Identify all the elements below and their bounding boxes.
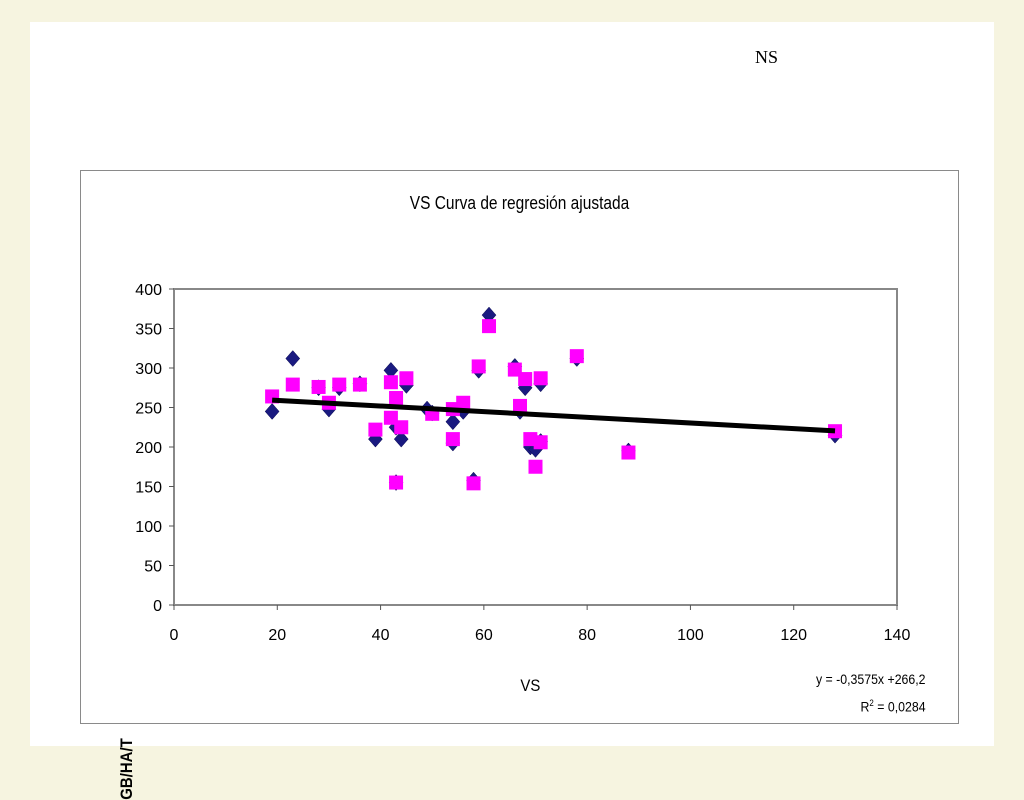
data-point-square — [828, 424, 843, 439]
data-point-diamond — [445, 413, 461, 431]
r-squared-exponent: 2 — [869, 698, 875, 708]
data-point-square — [533, 371, 548, 386]
data-point-square — [621, 445, 636, 460]
x-tick-label: 20 — [268, 627, 286, 644]
chart-title: VS Curva de regresión ajustada — [409, 193, 630, 213]
trend-line — [271, 397, 836, 434]
data-point-square — [399, 371, 414, 386]
regression-equation: y = -0,3575x +266,2 R2 = 0,0284 — [816, 667, 926, 719]
data-point-square — [352, 377, 367, 392]
r-squared-prefix: R — [860, 698, 870, 715]
x-tick-label: 40 — [372, 627, 390, 644]
data-point-square — [368, 422, 383, 437]
x-tick-label: 140 — [884, 627, 911, 644]
y-tick-label: 0 — [153, 598, 162, 615]
y-tick-label: 300 — [135, 361, 162, 378]
x-axis-label: VS — [520, 676, 541, 695]
y-tick-label: 200 — [135, 440, 162, 457]
data-point-square — [311, 379, 326, 394]
y-tick-label: 250 — [135, 401, 162, 418]
y-tick-label: 100 — [135, 519, 162, 536]
data-point-diamond — [285, 350, 301, 367]
x-tick-label: 80 — [578, 627, 596, 644]
data-point-diamond — [264, 403, 280, 420]
y-tick-label: 50 — [144, 559, 162, 576]
y-tick-label: 400 — [135, 282, 162, 299]
y-tick-label: 350 — [135, 322, 162, 339]
x-tick-label: 120 — [780, 627, 807, 644]
data-point-square — [528, 459, 543, 474]
data-point-square — [513, 398, 528, 413]
data-point-square — [389, 475, 404, 490]
data-point-square — [533, 435, 548, 450]
slide-corner-label: NS — [755, 47, 779, 67]
data-point-square — [383, 375, 398, 390]
data-point-square — [445, 432, 460, 447]
x-tick-label: 60 — [475, 627, 493, 644]
equation-line: y = -0,3575x +266,2 — [816, 671, 926, 687]
data-point-square — [456, 395, 471, 410]
r-squared-value: = 0,0284 — [874, 698, 926, 715]
data-point-square — [569, 349, 584, 364]
data-point-square — [471, 359, 486, 374]
data-point-square — [332, 377, 347, 392]
y-axis-label: GB/HA/T — [117, 738, 136, 800]
data-point-square — [389, 391, 404, 406]
data-point-square — [394, 420, 409, 435]
scatter-plot: 0 50 100 150 200 250 300 350 400 0 20 40 60 80 100 120 1… — [135, 282, 911, 644]
data-point-square — [518, 372, 533, 387]
data-point-diamond — [393, 430, 409, 448]
r-squared-line: R2 = 0,0284 — [816, 691, 926, 719]
y-tick-label: 150 — [135, 480, 162, 497]
data-point-square — [466, 476, 481, 491]
x-tick-label: 0 — [170, 627, 179, 644]
chart-area: VS Curva de regresión ajustada 0 50 100 150… — [80, 170, 959, 800]
x-tick-label: 100 — [677, 627, 704, 644]
data-point-square — [285, 377, 300, 392]
data-point-square — [482, 319, 497, 334]
